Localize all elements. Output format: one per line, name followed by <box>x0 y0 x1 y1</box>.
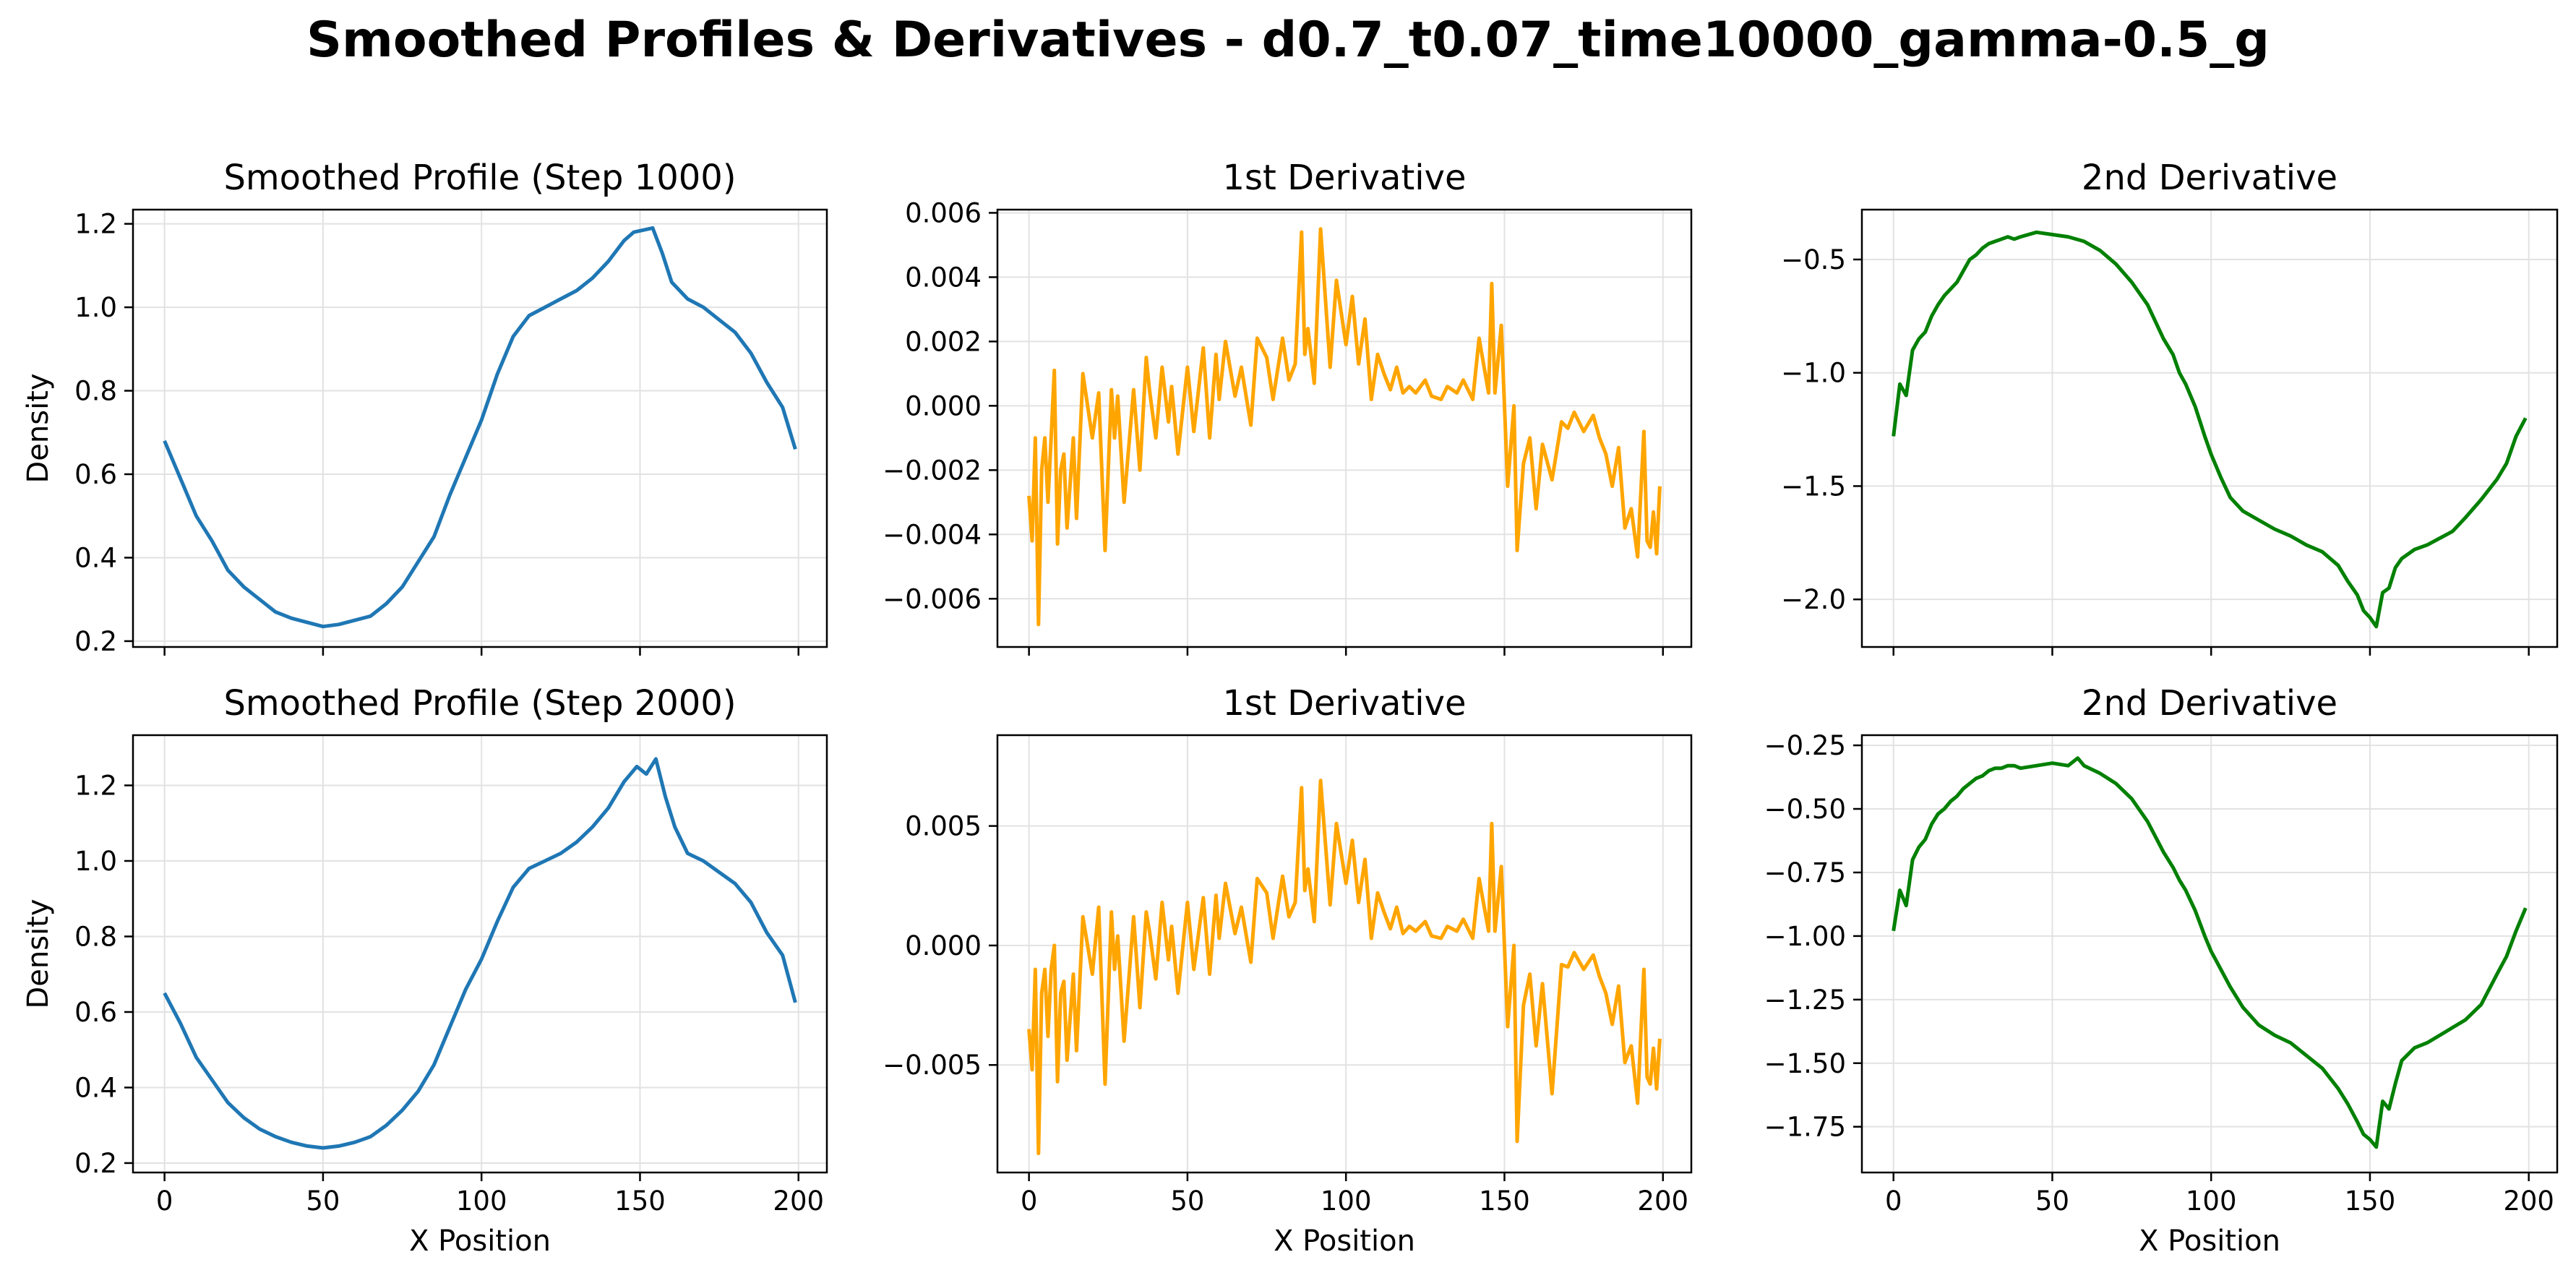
axes-frame <box>1860 734 2559 1174</box>
axes-frame <box>132 208 828 648</box>
subplot-title: 1st Derivative <box>1222 158 1466 198</box>
x-axis-label: X Position <box>2139 1225 2280 1258</box>
y-tick-label: 1.0 <box>74 846 117 877</box>
y-axis-label: Density <box>22 373 55 483</box>
y-tick-label: −2.0 <box>1781 584 1846 615</box>
x-tick-label: 100 <box>1321 1186 1372 1217</box>
y-tick-label: 0.4 <box>74 542 117 573</box>
y-tick-label: −1.75 <box>1764 1112 1846 1143</box>
axes-frame <box>996 208 1693 648</box>
x-tick-label: 50 <box>306 1186 340 1217</box>
series-line <box>1027 227 1662 627</box>
x-axis-label: X Position <box>409 1225 551 1258</box>
y-tick-label: 1.2 <box>74 770 117 801</box>
y-tick-label: −1.00 <box>1764 921 1846 952</box>
y-tick-label: −1.5 <box>1781 471 1846 502</box>
y-tick-label: 0.000 <box>905 930 982 961</box>
y-tick-label: 0.4 <box>74 1072 117 1103</box>
subplot-1: 0.2 0.4 0.6 0.8 1.0 1.2 Smoothed Profile (Step… <box>22 158 828 657</box>
y-axis-label: Density <box>22 899 55 1008</box>
series-line <box>1027 779 1662 1156</box>
x-tick-label: 150 <box>2345 1186 2396 1217</box>
subplot-title: 2nd Derivative <box>2082 683 2337 724</box>
x-tick-label: 100 <box>456 1186 507 1217</box>
x-tick-label: 50 <box>2035 1186 2069 1217</box>
y-tick-label: 0.005 <box>905 811 982 842</box>
y-tick-label: −1.0 <box>1781 358 1846 389</box>
y-tick-label: 0.2 <box>74 1148 117 1179</box>
figure-title: Smoothed Profiles & Derivatives - d0.7_t… <box>306 12 2270 69</box>
y-tick-label: −1.50 <box>1764 1048 1846 1079</box>
x-axis-label: X Position <box>1274 1225 1415 1258</box>
series-line <box>1892 756 2528 1149</box>
subplot-3: −2.0 −1.5 −1.0 −0.5 2nd Derivative <box>1781 158 2559 656</box>
y-tick-label: 1.0 <box>74 292 117 323</box>
x-tick-label: 100 <box>2186 1186 2237 1217</box>
x-tick-label: 0 <box>1885 1186 1902 1217</box>
y-tick-label: 0.8 <box>74 376 117 407</box>
y-tick-label: −0.25 <box>1764 730 1846 761</box>
x-tick-label: 0 <box>156 1186 173 1217</box>
subplots: 0.2 0.4 0.6 0.8 1.0 1.2 Smoothed Profile (Step… <box>22 158 2559 1258</box>
x-tick-label: 150 <box>614 1186 666 1217</box>
x-tick-label: 200 <box>2503 1186 2554 1217</box>
subplot-6: 0 50 100 150 200 −1.75 −1.50 −1.25 −1.00 −0.75 −0.… <box>1764 683 2559 1258</box>
series-line <box>1892 230 2528 629</box>
y-tick-label: 0.004 <box>905 262 982 293</box>
series-line <box>163 757 797 1150</box>
subplot-title: 2nd Derivative <box>2082 158 2337 198</box>
x-tick-label: 200 <box>1637 1186 1688 1217</box>
x-tick-label: 200 <box>773 1186 824 1217</box>
y-tick-label: −0.006 <box>883 583 982 614</box>
y-tick-label: 0.006 <box>905 197 982 228</box>
y-tick-label: −0.004 <box>883 519 982 550</box>
y-tick-label: 0.2 <box>74 626 117 657</box>
x-tick-label: 50 <box>1170 1186 1204 1217</box>
y-tick-label: 0.002 <box>905 326 982 357</box>
y-tick-label: 0.8 <box>74 921 117 952</box>
series-line <box>163 226 797 629</box>
axes-frame <box>996 734 1693 1174</box>
subplot-title: 1st Derivative <box>1222 683 1466 724</box>
y-tick-label: 0.000 <box>905 390 982 421</box>
y-tick-label: −0.002 <box>883 455 982 486</box>
subplot-5: 0 50 100 150 200 −0.005 0.000 0.005 1st Derivati… <box>883 683 1693 1258</box>
y-tick-label: 0.6 <box>74 997 117 1028</box>
y-tick-label: 1.2 <box>74 209 117 240</box>
y-tick-label: −1.25 <box>1764 985 1846 1016</box>
y-tick-label: −0.005 <box>883 1050 982 1081</box>
subplot-title: Smoothed Profile (Step 1000) <box>223 158 736 198</box>
y-tick-label: −0.75 <box>1764 857 1846 888</box>
axes-frame <box>1860 208 2559 648</box>
x-tick-label: 0 <box>1021 1186 1038 1217</box>
subplot-2: −0.006 −0.004 −0.002 0.000 0.002 0.004 0.006 1s… <box>883 158 1693 656</box>
y-tick-label: −0.50 <box>1764 794 1846 825</box>
axes-frame <box>132 734 828 1174</box>
x-tick-label: 150 <box>1479 1186 1530 1217</box>
subplot-4: 0 50 100 150 200 0.2 0.4 0.6 0.8 1.0 1.2 Smoothed P… <box>22 683 828 1258</box>
subplot-title: Smoothed Profile (Step 2000) <box>223 683 736 724</box>
y-tick-label: −0.5 <box>1781 244 1846 275</box>
y-tick-label: 0.6 <box>74 459 117 490</box>
